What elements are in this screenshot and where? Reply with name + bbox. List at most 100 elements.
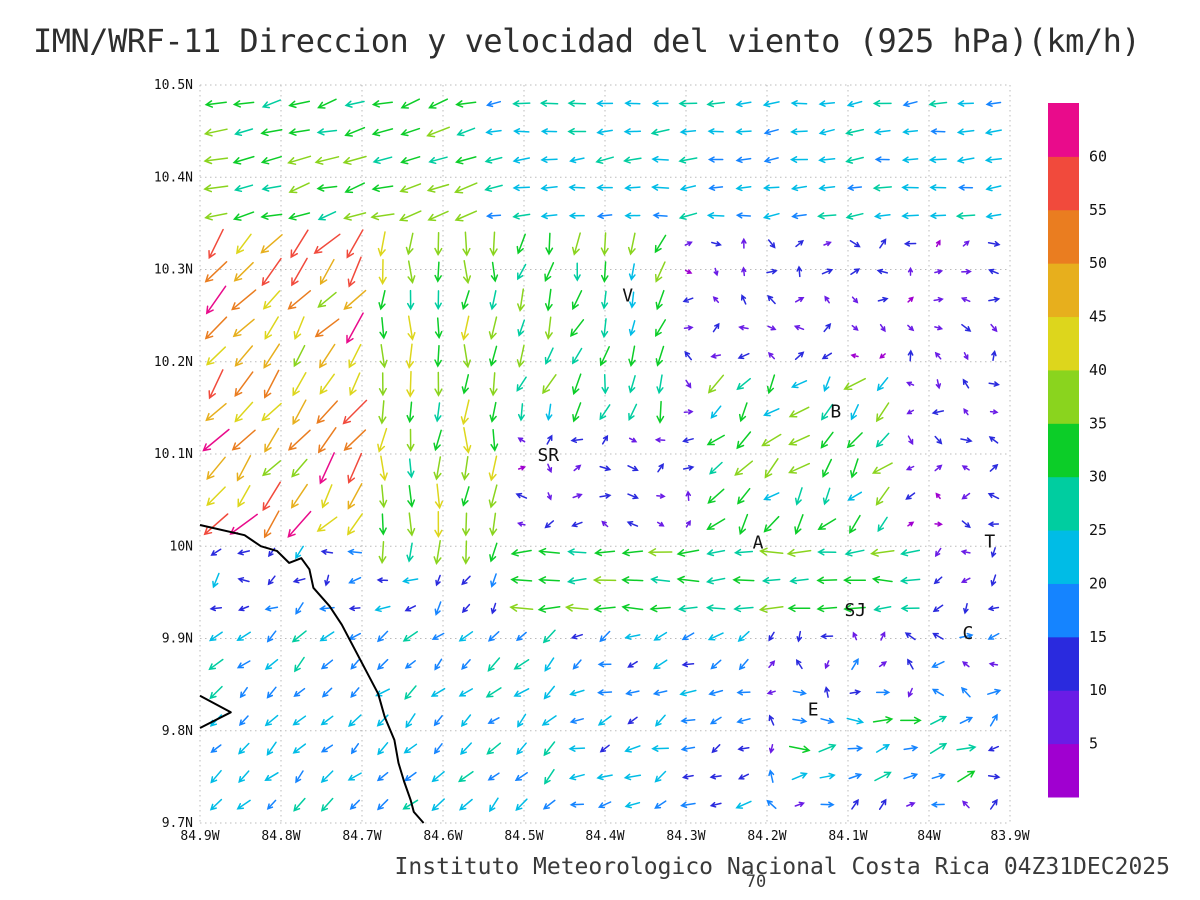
wind-arrow: [321, 687, 333, 698]
wind-arrow: [767, 351, 776, 360]
wind-arrow: [682, 297, 694, 303]
wind-arrow: [990, 574, 997, 587]
wind-arrow: [236, 660, 251, 669]
wind-arrow: [846, 432, 863, 449]
wind-arrow: [989, 798, 998, 810]
wind-arrow: [597, 661, 612, 668]
wind-arrow: [490, 261, 499, 283]
wind-arrow: [316, 516, 338, 532]
city-label: E: [808, 700, 819, 721]
wind-arrow: [232, 211, 255, 221]
wind-arrow: [209, 798, 223, 811]
wind-arrow: [958, 184, 974, 191]
wind-arrow: [791, 772, 808, 781]
wind-arrow: [789, 156, 809, 164]
wind-arrow: [987, 605, 1000, 612]
wind-arrow: [512, 212, 531, 220]
wind-arrow: [407, 260, 416, 284]
wind-arrow: [823, 241, 832, 247]
wind-arrow: [564, 603, 589, 612]
wind-arrow: [987, 240, 1001, 247]
wind-arrow: [287, 290, 312, 310]
wind-arrow: [490, 428, 499, 452]
wind-arrow: [955, 212, 976, 220]
wind-arrow: [684, 241, 693, 247]
wind-arrow: [597, 715, 612, 726]
wind-arrow: [652, 659, 668, 670]
wind-arrow: [204, 100, 227, 108]
wind-arrow: [203, 513, 229, 536]
wind-arrow: [209, 631, 223, 642]
wind-arrow: [767, 325, 777, 331]
wind-arrow: [204, 261, 228, 283]
wind-arrow: [568, 184, 586, 191]
wind-arrow: [956, 156, 975, 164]
wind-arrow: [434, 483, 444, 510]
wind-arrow: [239, 686, 248, 699]
wind-arrow: [209, 605, 223, 612]
wind-arrow: [711, 744, 721, 754]
wind-arrow: [599, 465, 612, 472]
wind-arrow: [343, 289, 367, 311]
wind-arrow: [592, 576, 617, 585]
wind-arrow: [263, 510, 280, 539]
wind-arrow: [763, 515, 780, 533]
wind-arrow: [963, 602, 969, 615]
wind-arrow: [515, 798, 528, 812]
wind-arrow: [205, 285, 227, 315]
wind-arrow: [456, 127, 476, 137]
wind-arrow: [538, 547, 561, 556]
wind-arrow: [544, 520, 555, 529]
wind-arrow: [402, 630, 418, 642]
wind-arrow: [900, 716, 922, 725]
wind-arrow: [434, 371, 443, 397]
lon-tick-label: 84.4W: [585, 829, 624, 844]
wind-arrow: [738, 658, 749, 671]
wind-arrow: [238, 770, 250, 784]
wind-arrow: [234, 345, 254, 367]
wind-arrow: [735, 128, 752, 135]
wind-arrow: [878, 661, 888, 668]
wind-arrow: [843, 377, 866, 391]
wind-arrow: [208, 658, 224, 671]
wind-arrow: [707, 128, 724, 135]
wind-arrow: [433, 743, 443, 755]
wind-arrow: [934, 325, 944, 331]
wind-arrow: [626, 520, 639, 527]
wind-arrow: [932, 632, 944, 640]
wind-arrow: [290, 229, 309, 259]
wind-arrow: [292, 372, 307, 397]
lon-tick-label: 84.5W: [504, 829, 543, 844]
colorbar-segment: [1048, 209, 1079, 264]
lon-tick-label: 84.7W: [342, 829, 381, 844]
wind-arrow: [376, 577, 389, 583]
wind-arrow: [512, 100, 531, 108]
wind-arrow: [929, 742, 948, 754]
wind-arrow: [595, 156, 614, 164]
wind-arrow: [462, 260, 472, 285]
wind-arrow: [319, 343, 336, 369]
wind-arrow: [956, 744, 977, 752]
wind-arrow: [516, 344, 525, 368]
wind-arrow: [344, 182, 366, 194]
wind-arrow: [735, 100, 752, 108]
wind-arrow: [818, 184, 836, 192]
wind-arrow: [790, 380, 808, 389]
wind-arrow: [460, 742, 472, 756]
wind-arrow: [316, 128, 338, 136]
wind-arrow: [935, 239, 941, 248]
wind-arrow: [314, 156, 340, 165]
wind-arrow: [343, 429, 367, 451]
wind-arrow: [929, 184, 947, 191]
wind-arrow: [266, 799, 277, 810]
wind-arrow: [654, 234, 667, 254]
wind-arrow: [347, 483, 363, 510]
wind-arrow: [517, 319, 526, 337]
wind-arrow: [683, 409, 694, 415]
wind-arrow: [261, 257, 282, 287]
wind-arrow: [741, 266, 747, 277]
wind-arrow: [788, 462, 811, 474]
wind-arrow: [346, 229, 364, 259]
wind-arrow: [709, 461, 723, 475]
wind-arrow: [768, 660, 776, 669]
